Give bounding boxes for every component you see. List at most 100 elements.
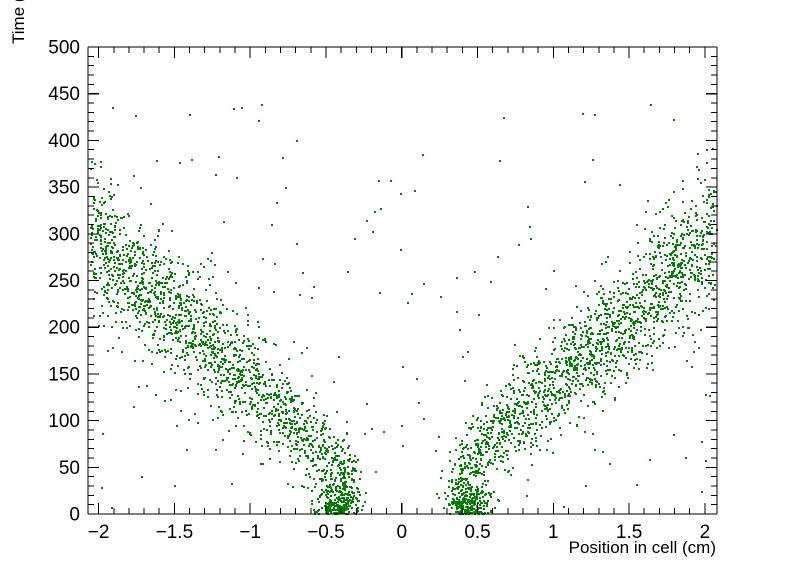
scatter-point: [500, 460, 502, 462]
scatter-point: [205, 336, 207, 338]
scatter-point: [574, 369, 576, 371]
scatter-point: [509, 430, 511, 432]
scatter-point: [176, 425, 178, 427]
scatter-point: [255, 375, 257, 377]
scatter-point: [601, 349, 603, 351]
scatter-point: [687, 262, 689, 264]
scatter-point: [517, 377, 519, 379]
scatter-point: [356, 487, 358, 489]
scatter-point: [282, 443, 284, 445]
scatter-point: [242, 369, 244, 371]
scatter-point: [132, 309, 134, 311]
scatter-point: [347, 466, 349, 468]
scatter-point: [154, 319, 156, 321]
scatter-point: [705, 460, 707, 462]
scatter-point: [531, 438, 533, 440]
scatter-point: [491, 436, 493, 438]
scatter-point: [217, 380, 219, 382]
scatter-point: [351, 487, 353, 489]
scatter-point: [401, 425, 403, 427]
scatter-point: [210, 362, 212, 364]
scatter-point: [311, 503, 313, 505]
scatter-point: [641, 294, 643, 296]
scatter-point: [185, 276, 187, 278]
x-tick-label: 2: [700, 522, 711, 543]
scatter-point: [194, 332, 196, 334]
scatter-point: [180, 304, 182, 306]
scatter-point: [695, 229, 697, 231]
scatter-point: [652, 369, 654, 371]
scatter-point: [519, 413, 521, 415]
scatter-point: [164, 400, 166, 402]
scatter-point: [638, 368, 640, 370]
scatter-point: [269, 425, 271, 427]
scatter-point: [193, 300, 195, 302]
scatter-point: [676, 274, 678, 276]
scatter-point: [545, 288, 547, 290]
scatter-point: [105, 228, 107, 230]
scatter-point: [452, 487, 454, 489]
scatter-point: [126, 327, 128, 329]
scatter-point: [115, 321, 117, 323]
scatter-point: [209, 379, 211, 381]
scatter-point: [594, 369, 596, 371]
scatter-point: [572, 324, 574, 326]
scatter-point: [126, 255, 128, 257]
scatter-point: [673, 233, 675, 235]
scatter-point: [681, 259, 683, 261]
scatter-point: [161, 282, 163, 284]
scatter-point: [103, 188, 105, 190]
scatter-point: [316, 431, 318, 433]
scatter-point: [499, 160, 501, 162]
scatter-point: [199, 276, 201, 278]
scatter-point: [548, 327, 550, 329]
scatter-point: [212, 352, 214, 354]
scatter-point: [243, 425, 245, 427]
scatter-point: [348, 511, 350, 513]
scatter-point: [556, 365, 558, 367]
scatter-point: [589, 342, 591, 344]
scatter-point: [527, 479, 529, 481]
scatter-point: [139, 227, 141, 229]
scatter-point: [199, 299, 201, 301]
scatter-point: [353, 479, 355, 481]
scatter-point: [544, 380, 546, 382]
scatter-point: [707, 227, 709, 229]
scatter-point: [492, 447, 494, 449]
scatter-point: [679, 298, 681, 300]
scatter-point: [673, 434, 675, 436]
scatter-point: [471, 500, 473, 502]
scatter-point: [513, 415, 515, 417]
scatter-point: [575, 378, 577, 380]
scatter-point: [532, 370, 534, 372]
scatter-point: [461, 479, 463, 481]
scatter-point: [487, 395, 489, 397]
scatter-point: [190, 318, 192, 320]
scatter-point: [493, 420, 495, 422]
scatter-point: [293, 410, 295, 412]
scatter-point: [225, 359, 227, 361]
scatter-point: [188, 274, 190, 276]
scatter-point: [235, 329, 237, 331]
scatter-point: [697, 289, 699, 291]
scatter-point: [124, 293, 126, 295]
scatter-point: [306, 410, 308, 412]
scatter-point: [103, 286, 105, 288]
scatter-point: [146, 385, 148, 387]
scatter-point: [114, 284, 116, 286]
scatter-point: [242, 384, 244, 386]
scatter-point: [497, 256, 499, 258]
scatter-point: [674, 346, 676, 348]
scatter-point: [527, 364, 529, 366]
scatter-point: [676, 304, 678, 306]
scatter-point: [168, 250, 170, 252]
scatter-point: [664, 224, 666, 226]
scatter-point: [620, 370, 622, 372]
scatter-point: [686, 360, 688, 362]
scatter-point: [687, 220, 689, 222]
scatter-point: [502, 409, 504, 411]
scatter-point: [481, 486, 483, 488]
scatter-point: [345, 485, 347, 487]
scatter-point: [166, 319, 168, 321]
scatter-point: [713, 190, 715, 192]
